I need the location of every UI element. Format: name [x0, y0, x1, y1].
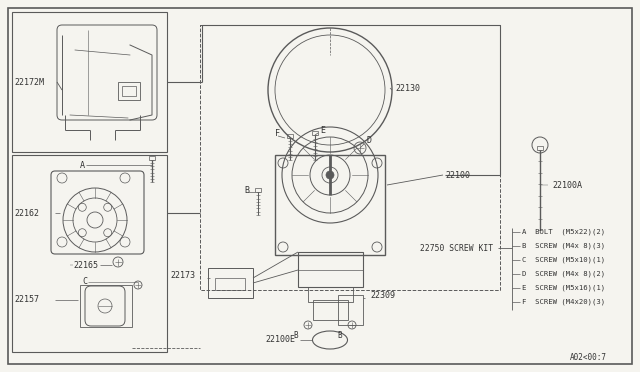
Text: 22100: 22100 — [445, 170, 470, 180]
Text: 22750 SCREW KIT: 22750 SCREW KIT — [420, 244, 493, 253]
Text: 22157: 22157 — [14, 295, 39, 305]
Text: 22162: 22162 — [14, 208, 39, 218]
Bar — [298, 252, 363, 287]
Text: 22100A: 22100A — [552, 180, 582, 189]
Bar — [208, 268, 253, 298]
Circle shape — [326, 171, 334, 179]
Bar — [149, 156, 155, 160]
Text: E: E — [320, 125, 325, 135]
Text: F: F — [275, 128, 280, 138]
Bar — [80, 285, 132, 327]
Text: B: B — [338, 330, 342, 340]
Text: A02<00:7: A02<00:7 — [570, 353, 607, 362]
Text: B: B — [244, 186, 249, 195]
Text: 22165: 22165 — [73, 260, 98, 269]
Bar — [338, 295, 363, 325]
Bar — [12, 155, 167, 352]
Bar — [287, 134, 293, 138]
Text: 22172M: 22172M — [14, 77, 44, 87]
Bar — [255, 188, 261, 192]
Text: A  BOLT  (M5x22)(2): A BOLT (M5x22)(2) — [522, 229, 605, 235]
Bar — [118, 82, 140, 100]
Text: B: B — [294, 330, 298, 340]
Bar — [308, 287, 353, 302]
Bar — [200, 25, 500, 290]
Bar — [215, 278, 245, 290]
Bar — [312, 131, 318, 135]
Bar — [275, 155, 385, 255]
Text: C  SCREW (M5x10)(1): C SCREW (M5x10)(1) — [522, 257, 605, 263]
Bar — [313, 300, 348, 320]
Text: A: A — [80, 160, 85, 170]
Bar — [122, 86, 136, 96]
Text: 22309: 22309 — [370, 291, 395, 299]
Text: C: C — [82, 278, 87, 286]
Text: E  SCREW (M5x16)(1): E SCREW (M5x16)(1) — [522, 285, 605, 291]
Text: 22100E: 22100E — [265, 336, 295, 344]
Text: 22173: 22173 — [170, 270, 195, 279]
Text: D  SCREW (M4x 8)(2): D SCREW (M4x 8)(2) — [522, 271, 605, 277]
Text: B  SCREW (M4x 8)(3): B SCREW (M4x 8)(3) — [522, 243, 605, 249]
Text: F  SCREW (M4x20)(3): F SCREW (M4x20)(3) — [522, 299, 605, 305]
Text: D: D — [367, 135, 372, 144]
Bar — [537, 146, 543, 150]
Text: 22130: 22130 — [395, 83, 420, 93]
Bar — [12, 12, 167, 152]
